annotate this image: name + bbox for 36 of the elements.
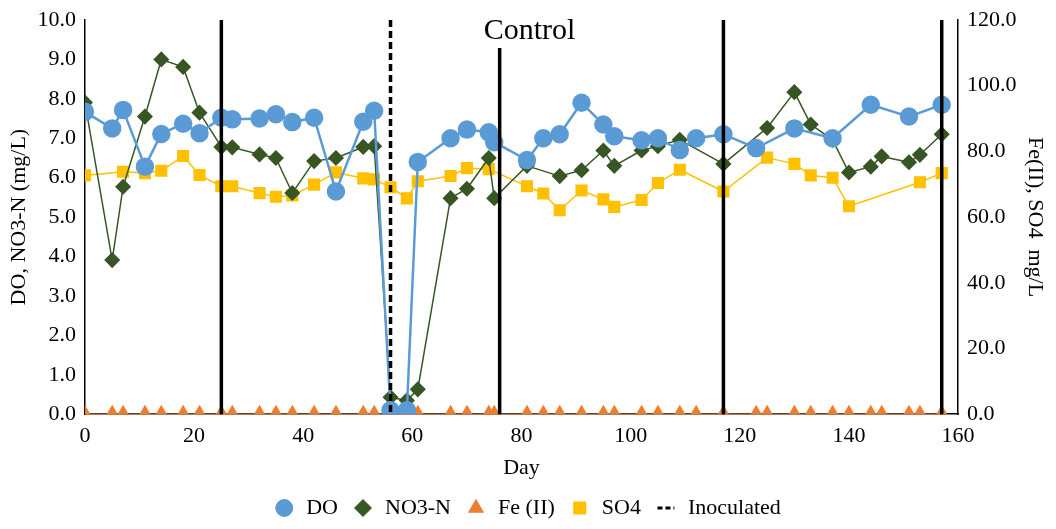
x-tick-label: 60 <box>401 422 424 448</box>
x-tick-label: 100 <box>614 422 648 448</box>
legend-label: NO3-N <box>385 493 452 519</box>
legend-label: DO <box>306 493 339 519</box>
x-tick-label: 120 <box>723 422 757 448</box>
x-axis-title: Day <box>503 453 540 479</box>
legend-label: Inoculated <box>687 493 781 519</box>
y2-tick-label: 20.0 <box>967 334 1006 360</box>
y-tick-label: 0.0 <box>48 399 76 425</box>
y-tick-label: 3.0 <box>48 281 76 307</box>
legend-label: SO4 <box>601 493 641 519</box>
x-tick-label: 160 <box>941 422 975 448</box>
y2-tick-label: 120.0 <box>967 5 1017 31</box>
x-tick-label: 140 <box>832 422 866 448</box>
legend-label: Fe (II) <box>498 493 555 519</box>
y-tick-label: 9.0 <box>48 45 76 71</box>
y-tick-label: 4.0 <box>48 242 76 268</box>
y-axis-title: DO, NO3-N (mg/L) <box>4 128 30 306</box>
y-tick-label: 6.0 <box>48 163 76 189</box>
y2-tick-label: 100.0 <box>967 71 1017 97</box>
y2-axis-title: Fe(II), SO4 mg/L <box>1024 137 1050 298</box>
x-tick-label: 40 <box>292 422 315 448</box>
x-tick-label: 20 <box>183 422 206 448</box>
y2-tick-label: 0.0 <box>967 399 995 425</box>
x-tick-label: 0 <box>79 422 91 448</box>
y-tick-label: 8.0 <box>48 84 76 110</box>
y2-tick-label: 80.0 <box>967 137 1006 163</box>
y-tick-label: 2.0 <box>48 321 76 347</box>
y-tick-label: 10.0 <box>37 5 76 31</box>
y-tick-label: 1.0 <box>48 360 76 386</box>
y-tick-label: 7.0 <box>48 124 76 150</box>
y-tick-label: 5.0 <box>48 202 76 228</box>
x-tick-label: 80 <box>510 422 533 448</box>
y2-tick-label: 60.0 <box>967 202 1006 228</box>
annotation: Control <box>483 11 576 45</box>
y2-tick-label: 40.0 <box>967 268 1006 294</box>
